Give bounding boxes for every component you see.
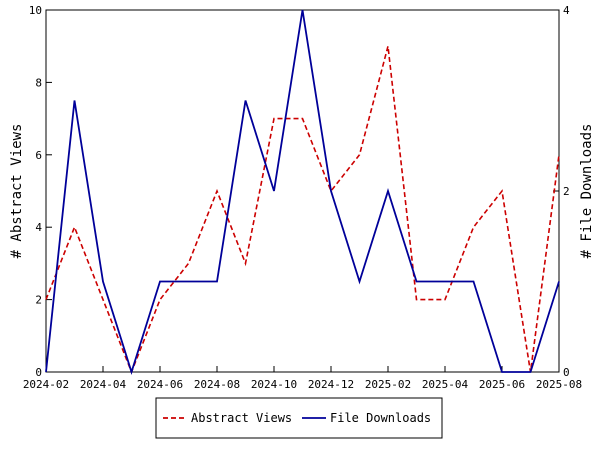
y2-axis-title: # File Downloads (579, 124, 595, 259)
x-tick-label: 2025-06 (479, 378, 525, 391)
y-tick-label: 2 (35, 294, 42, 307)
legend-label: File Downloads (330, 411, 431, 425)
plot-layer: 0 2 4 6 8 10 0 2 4 2024-02 2024-04 2024-06 2024-08 20… (9, 4, 595, 439)
x-tick-label: 2025-04 (422, 378, 469, 391)
x-tick-label: 2024-10 (251, 378, 297, 391)
y-axis-title: # Abstract Views (9, 124, 25, 259)
y-tick-label: 8 (35, 76, 42, 89)
y2-tick-label: 0 (563, 366, 570, 379)
x-tick-label: 2024-06 (137, 378, 183, 391)
x-tick-label: 2024-04 (80, 378, 127, 391)
series-line-abstract-views (45, 45, 560, 375)
y-tick-label: 6 (35, 149, 42, 162)
x-tick-label: 2025-02 (365, 378, 411, 391)
x-tick-label: 2024-12 (308, 378, 354, 391)
y2-tick-label: 4 (563, 4, 570, 17)
y-tick-label: 4 (35, 221, 42, 234)
y2-tick-label: 2 (563, 185, 570, 198)
legend-box (155, 397, 443, 439)
series-line-file-downloads (45, 9, 560, 375)
y-tick-label: 10 (29, 4, 42, 17)
x-tick-label: 2024-08 (194, 378, 240, 391)
x-tick-label: 2025-08 (536, 378, 582, 391)
y-tick-label: 0 (35, 366, 42, 379)
legend-label: Abstract Views (191, 411, 292, 425)
x-tick-label: 2024-02 (23, 378, 69, 391)
plot-frame (45, 9, 560, 373)
